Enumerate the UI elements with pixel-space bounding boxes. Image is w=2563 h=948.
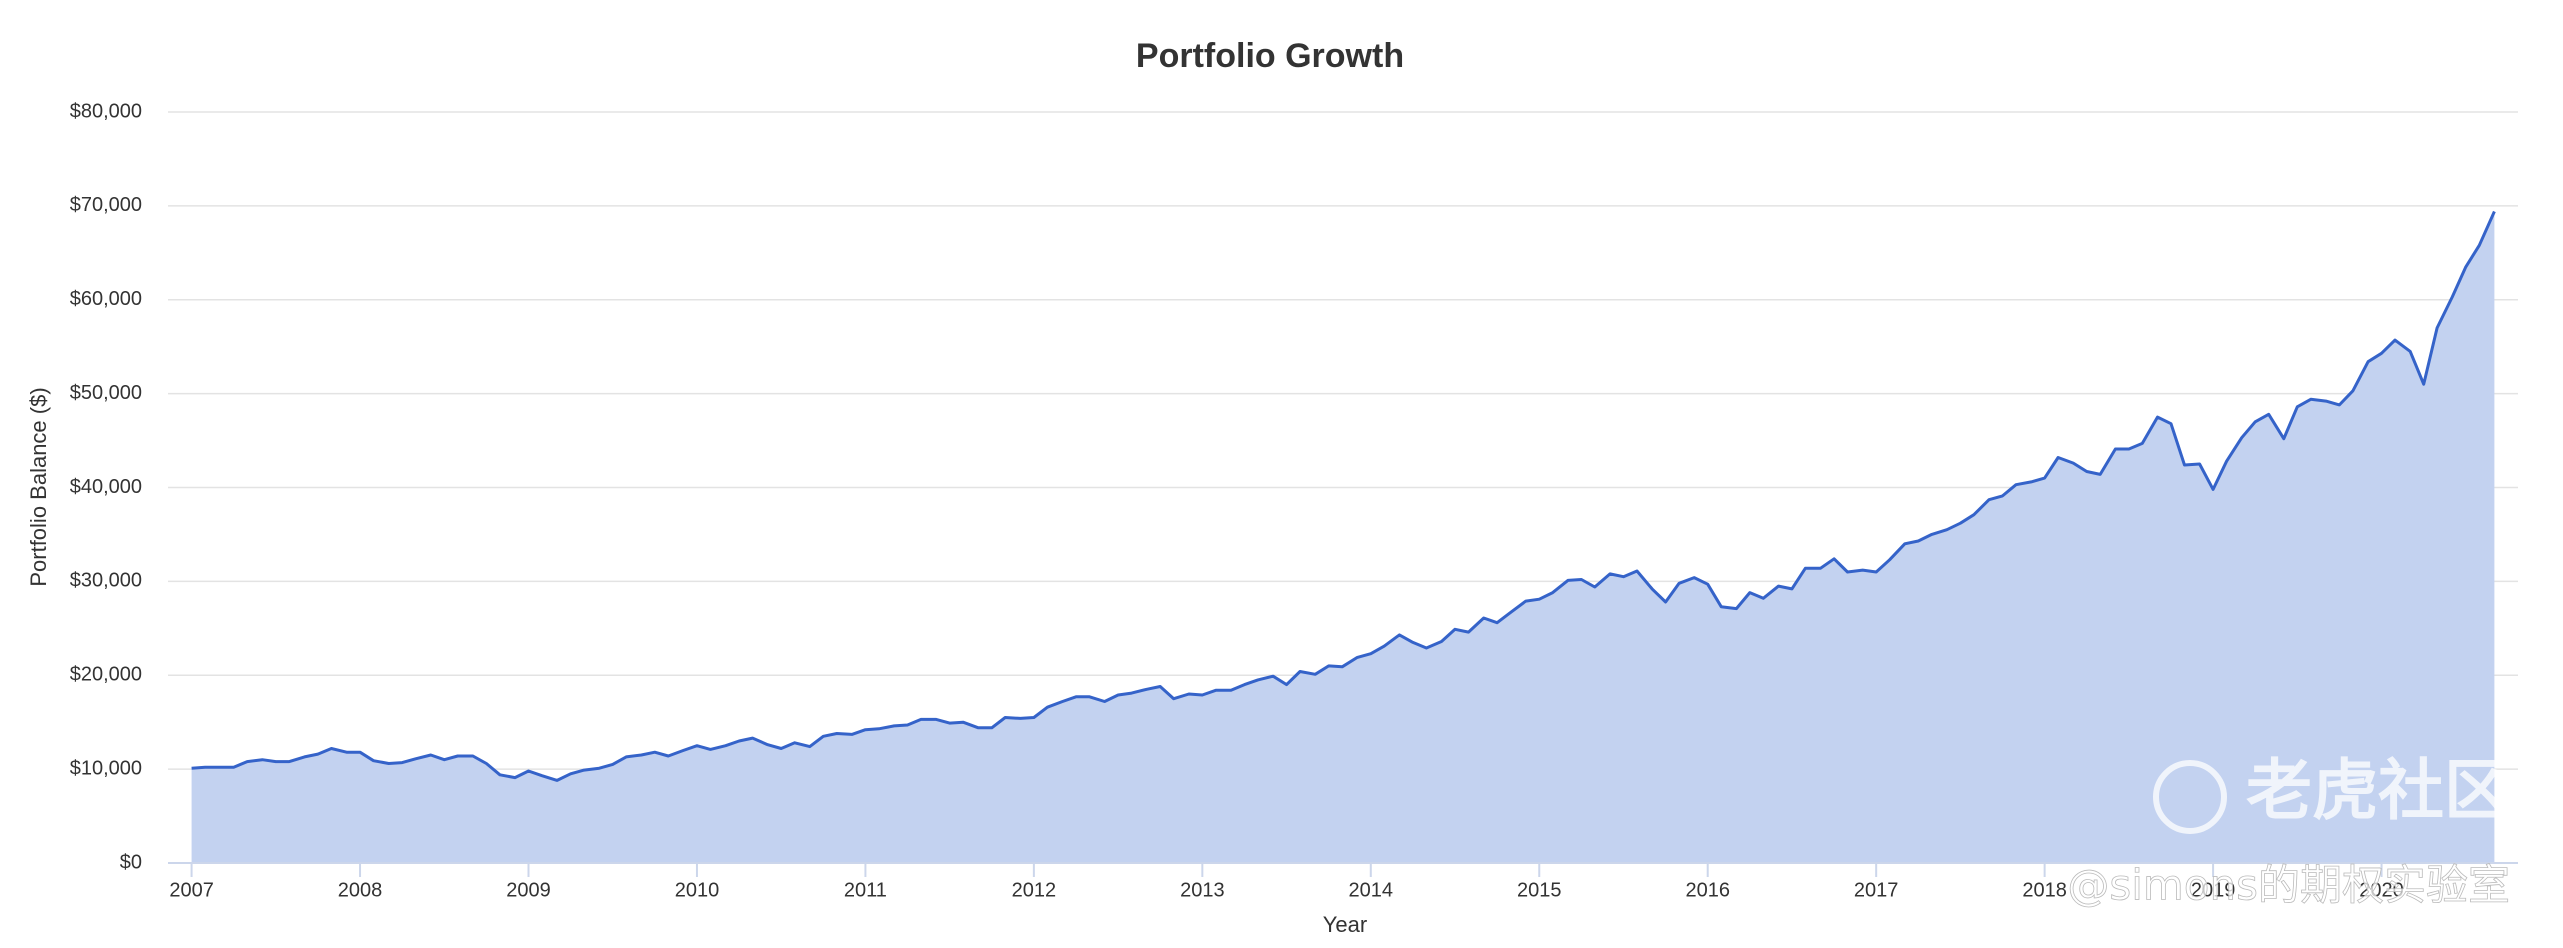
x-tick-label: 2017: [1854, 879, 1899, 901]
x-tick-label: 2009: [506, 879, 551, 901]
y-tick-label: $30,000: [70, 570, 142, 592]
x-tick-label: 2008: [338, 879, 383, 901]
x-tick-label: 2014: [1349, 879, 1394, 901]
line: [191, 210, 2496, 782]
x-tick-label: 2019: [2191, 879, 2236, 901]
watermark: @simons的期权实验室: [2067, 861, 2510, 910]
x-tick-label: 2011: [844, 879, 887, 901]
x-tick-label: 2020: [2359, 879, 2404, 901]
y-tick-label: $70,000: [70, 194, 142, 216]
y-tick-label: $10,000: [70, 757, 142, 779]
watermark: 老虎社区: [2246, 752, 2510, 829]
x-tick-label: 2015: [1517, 879, 1562, 901]
x-tick-label: 2016: [1685, 879, 1730, 901]
x-tick-label: 2007: [169, 879, 214, 901]
watermark-logo: [2153, 760, 2227, 834]
y-tick-label: $80,000: [70, 100, 142, 122]
y-tick-label: $60,000: [70, 288, 142, 310]
x-tick-label: 2010: [675, 879, 720, 901]
x-axis-label: Year: [1323, 912, 1367, 937]
y-tick-label: $20,000: [70, 664, 142, 686]
area: [191, 211, 2495, 863]
y-tick-label: $50,000: [70, 382, 142, 404]
chart-title: Portfolio Growth: [1136, 37, 1404, 75]
y-tick-label: $40,000: [70, 476, 142, 498]
x-tick-label: 2013: [1180, 879, 1225, 901]
x-tick-label: 2012: [1012, 879, 1057, 901]
y-tick-label: $0: [120, 851, 142, 873]
x-tick-label: 2018: [2022, 879, 2067, 901]
y-axis-label: Portfolio Balance ($): [26, 387, 51, 586]
